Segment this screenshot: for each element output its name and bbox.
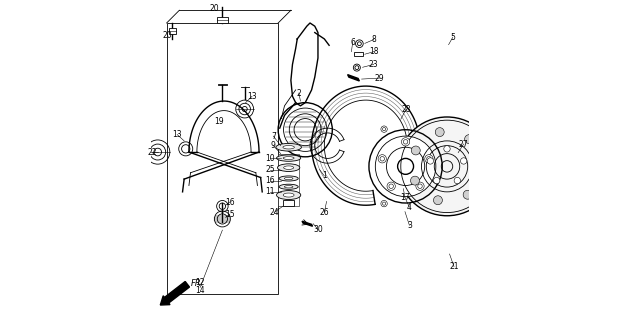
Ellipse shape [279,184,298,189]
Circle shape [410,176,420,185]
Text: 3: 3 [407,221,412,230]
Circle shape [427,158,433,164]
Text: 16: 16 [265,176,275,185]
Text: 17: 17 [400,193,410,202]
Circle shape [397,117,497,216]
FancyBboxPatch shape [283,200,294,206]
Polygon shape [302,221,312,226]
Circle shape [477,164,487,173]
Circle shape [425,155,433,163]
Text: 7: 7 [271,132,276,140]
Text: 29: 29 [374,74,384,83]
Text: 24: 24 [269,208,279,217]
Circle shape [380,156,384,161]
Text: 20: 20 [162,31,172,40]
Circle shape [433,196,443,205]
Circle shape [386,147,425,186]
Circle shape [464,135,474,144]
Circle shape [404,140,408,144]
Text: 4: 4 [407,203,412,212]
Text: 9: 9 [271,141,276,150]
Text: 27: 27 [459,140,468,148]
Polygon shape [348,75,360,81]
Text: 2: 2 [296,89,301,98]
Ellipse shape [283,193,294,197]
Circle shape [477,162,487,171]
Text: 10: 10 [265,154,275,163]
Circle shape [444,146,450,152]
Circle shape [433,177,440,184]
Text: 18: 18 [369,47,378,56]
Circle shape [427,156,431,161]
Ellipse shape [285,186,293,188]
Circle shape [418,184,422,188]
Text: 21: 21 [450,262,459,271]
Ellipse shape [283,157,294,160]
Circle shape [389,184,394,188]
Circle shape [378,155,386,163]
Text: 16: 16 [225,197,234,206]
Text: 25: 25 [265,165,275,174]
Text: 6: 6 [350,38,355,47]
Circle shape [397,158,414,174]
Text: 5: 5 [450,33,455,42]
Ellipse shape [277,155,301,161]
FancyBboxPatch shape [354,52,363,56]
Text: 11: 11 [265,188,275,196]
Circle shape [416,182,424,190]
Bar [278,154,299,206]
Circle shape [401,138,410,146]
Circle shape [454,177,461,184]
Text: 15: 15 [225,210,234,219]
Bar [167,23,278,294]
Ellipse shape [278,164,300,172]
Text: 8: 8 [371,35,376,44]
Text: 19: 19 [215,117,224,126]
Text: 20: 20 [210,4,219,13]
Text: 30: 30 [313,225,323,234]
FancyBboxPatch shape [217,17,228,23]
Text: 22: 22 [148,148,157,156]
Circle shape [411,146,420,155]
Text: 1: 1 [322,172,327,180]
Text: FR.: FR. [190,279,204,288]
Text: 13: 13 [172,130,182,139]
Circle shape [375,136,436,197]
Ellipse shape [283,146,294,149]
Circle shape [435,128,444,137]
Text: 13: 13 [247,92,257,101]
Text: 12: 12 [195,278,205,287]
Ellipse shape [285,177,293,180]
Text: 26: 26 [319,208,329,217]
Text: 14: 14 [195,286,205,295]
Ellipse shape [283,166,294,169]
Ellipse shape [277,191,301,199]
FancyArrow shape [161,282,190,305]
Circle shape [387,182,396,190]
Ellipse shape [279,176,298,181]
Text: 28: 28 [402,105,411,114]
Circle shape [463,190,472,199]
Text: 23: 23 [369,60,379,69]
FancyBboxPatch shape [169,28,176,34]
Ellipse shape [276,143,301,151]
Circle shape [461,158,467,164]
